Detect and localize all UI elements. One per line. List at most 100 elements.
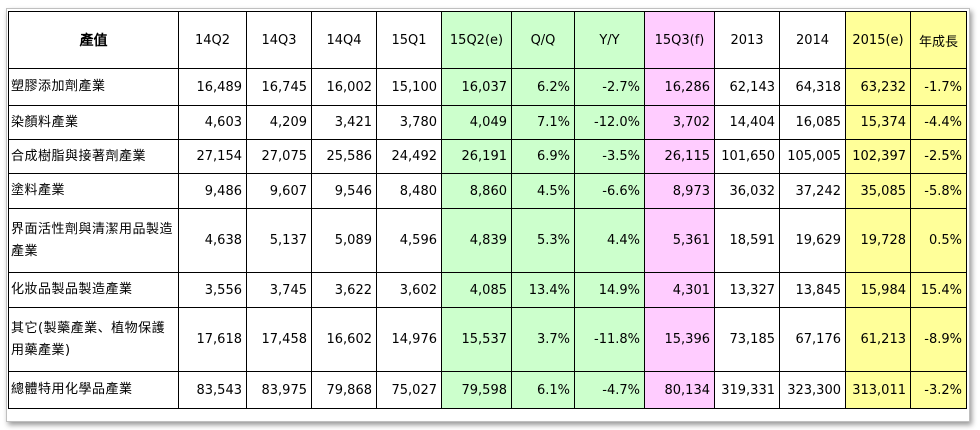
table-row: 界面活性劑與清潔用品製造產業 4,638 5,137 5,089 4,596 4…	[8, 208, 967, 273]
table-cell: -2.5%	[910, 139, 967, 174]
table-cell: 26,115	[644, 139, 715, 174]
table-cell: 83,543	[178, 371, 247, 409]
table-cell: -3.2%	[910, 371, 967, 409]
table-cell: 16,037	[441, 68, 512, 106]
table-cell: 26,191	[441, 139, 512, 174]
table-cell: 4,603	[178, 105, 247, 140]
table-cell: 4,638	[178, 208, 247, 273]
table-cell: 7.1%	[511, 105, 575, 140]
industry-name: 塑膠添加劑產業	[8, 68, 179, 106]
header-cell: 15Q3(f)	[644, 11, 715, 69]
table-cell: -1.7%	[910, 68, 967, 106]
table-cell: 3,602	[376, 272, 442, 308]
table-cell: -11.8%	[574, 307, 645, 372]
table-cell: 18,591	[714, 208, 780, 273]
table-cell: 4.4%	[574, 208, 645, 273]
table-cell: 6.1%	[511, 371, 575, 409]
table-cell: 4,209	[246, 105, 312, 140]
table-cell: 9,486	[178, 173, 247, 209]
industry-name: 其它(製藥產業、植物保護用藥產業)	[8, 307, 179, 372]
header-cell: Y/Y	[574, 11, 645, 69]
table-cell: 8,480	[376, 173, 442, 209]
table-row: 合成樹脂與接著劑產業 27,154 27,075 25,586 24,492 2…	[8, 139, 967, 174]
industry-name: 化妝品製品製造產業	[8, 272, 179, 308]
header-cell: Q/Q	[511, 11, 575, 69]
table-cell: 13,327	[714, 272, 780, 308]
table-cell: 61,213	[845, 307, 911, 372]
table-cell: 4,085	[441, 272, 512, 308]
header-cell: 15Q2(e)	[441, 11, 512, 69]
table-cell: 15,537	[441, 307, 512, 372]
table-cell: 4,301	[644, 272, 715, 308]
table-cell: 3,780	[376, 105, 442, 140]
table-cell: 27,075	[246, 139, 312, 174]
table-cell: 101,650	[714, 139, 780, 174]
table-cell: 16,489	[178, 68, 247, 106]
table-cell: 17,618	[178, 307, 247, 372]
table-cell: 36,032	[714, 173, 780, 209]
table-cell: 3,702	[644, 105, 715, 140]
industry-name: 塗料產業	[8, 173, 179, 209]
table-cell: 313,011	[845, 371, 911, 409]
table-cell: 75,027	[376, 371, 442, 409]
table-cell: -3.5%	[574, 139, 645, 174]
table-cell: 13,845	[779, 272, 846, 308]
table-cell: 323,300	[779, 371, 846, 409]
table-cell: 3,421	[311, 105, 377, 140]
table-cell: 8,860	[441, 173, 512, 209]
table-row: 塑膠添加劑產業 16,489 16,745 16,002 15,100 16,0…	[8, 68, 967, 106]
table-cell: 15,396	[644, 307, 715, 372]
table-cell: 27,154	[178, 139, 247, 174]
table-cell: 5.3%	[511, 208, 575, 273]
chemical-output-table: 產值 14Q2 14Q3 14Q4 15Q1 15Q2(e) Q/Q Y/Y 1…	[8, 11, 967, 409]
header-cell: 2014	[779, 11, 846, 69]
table-cell: 3,622	[311, 272, 377, 308]
table-cell: 73,185	[714, 307, 780, 372]
table-cell: 16,286	[644, 68, 715, 106]
header-cell: 14Q3	[246, 11, 312, 69]
table-cell: 4.5%	[511, 173, 575, 209]
header-row: 產值 14Q2 14Q3 14Q4 15Q1 15Q2(e) Q/Q Y/Y 1…	[8, 11, 967, 69]
table-cell: 37,242	[779, 173, 846, 209]
table-cell: 14.9%	[574, 272, 645, 308]
table-cell: 102,397	[845, 139, 911, 174]
table-cell: 5,137	[246, 208, 312, 273]
table-cell: -6.6%	[574, 173, 645, 209]
table-cell: 15,374	[845, 105, 911, 140]
table-cell: 4,049	[441, 105, 512, 140]
table-cell: 6.2%	[511, 68, 575, 106]
table-row: 其它(製藥產業、植物保護用藥產業) 17,618 17,458 16,602 1…	[8, 307, 967, 372]
table-cell: 3,745	[246, 272, 312, 308]
industry-name: 合成樹脂與接著劑產業	[8, 139, 179, 174]
table-cell: -4.4%	[910, 105, 967, 140]
table-cell: 16,085	[779, 105, 846, 140]
table-cell: -2.7%	[574, 68, 645, 106]
table-cell: 3,556	[178, 272, 247, 308]
table-cell: 79,598	[441, 371, 512, 409]
table-cell: 17,458	[246, 307, 312, 372]
table-cell: 9,546	[311, 173, 377, 209]
table-cell: 14,404	[714, 105, 780, 140]
table-cell: 6.9%	[511, 139, 575, 174]
table-cell: 5,089	[311, 208, 377, 273]
header-cell: 15Q1	[376, 11, 442, 69]
table-cell: 35,085	[845, 173, 911, 209]
table-cell: 15,100	[376, 68, 442, 106]
table-cell: -12.0%	[574, 105, 645, 140]
table-cell: 4,596	[376, 208, 442, 273]
table-cell: 13.4%	[511, 272, 575, 308]
table-cell: -5.8%	[910, 173, 967, 209]
table-cell: -8.9%	[910, 307, 967, 372]
table-cell: 16,602	[311, 307, 377, 372]
table-cell: 105,005	[779, 139, 846, 174]
table-cell: 19,728	[845, 208, 911, 273]
table-cell: 79,868	[311, 371, 377, 409]
table-cell: 8,973	[644, 173, 715, 209]
header-cell: 產值	[8, 11, 179, 69]
table-cell: 63,232	[845, 68, 911, 106]
industry-name: 界面活性劑與清潔用品製造產業	[8, 208, 179, 273]
table-cell: 3.7%	[511, 307, 575, 372]
table-cell: 16,002	[311, 68, 377, 106]
table-cell: 9,607	[246, 173, 312, 209]
industry-name: 總體特用化學品產業	[8, 371, 179, 409]
